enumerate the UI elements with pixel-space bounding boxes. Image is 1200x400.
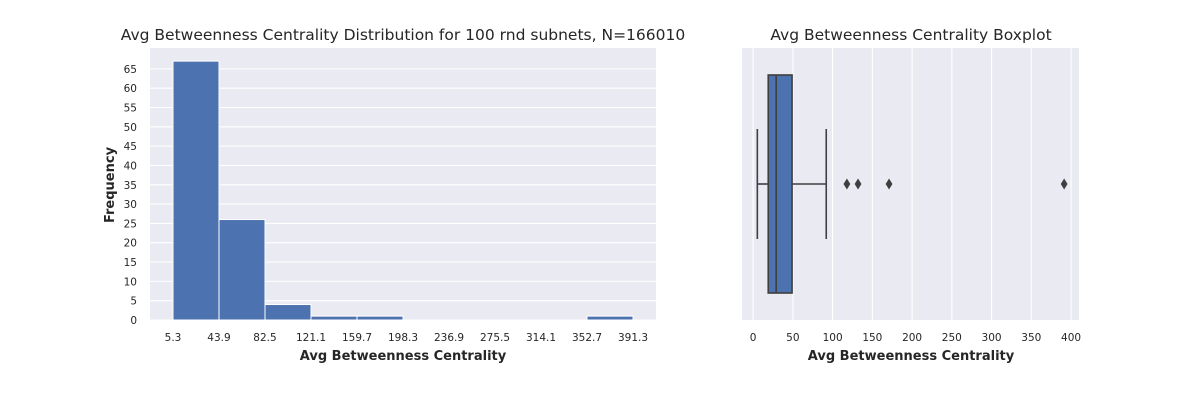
histogram-y-tick-label: 45 [124,141,137,153]
boxplot-body [756,74,1068,294]
histogram-y-tick-label: 65 [124,64,137,76]
boxplot-x-ticks: 0 50 100 150 200 250 300 350 400 [750,332,1081,344]
boxplot-outlier [854,178,862,190]
histogram-title: Avg Betweenness Centrality Distribution … [121,26,685,44]
histogram-y-axis-label: Frequency [103,146,118,223]
histogram-y-tick-label: 10 [124,276,137,288]
boxplot-x-tick-label: 100 [823,332,843,344]
boxplot-x-tick-label: 400 [1061,332,1081,344]
histogram-y-tick-label: 30 [124,199,137,211]
histogram-bar [172,60,220,321]
boxplot-outlier [1060,178,1068,190]
histogram-x-ticks: 5.3 43.9 82.5 121.1 159.7 198.3 236.9 275.5 314.… [165,332,648,344]
histogram-y-tick-label: 40 [124,160,137,172]
boxplot-x-axis-label: Avg Betweenness Centrality [808,349,1015,364]
histogram-y-tick-label: 60 [124,83,137,95]
histogram-x-axis-label: Avg Betweenness Centrality [300,349,507,364]
boxplot-x-tick-label: 200 [902,332,922,344]
histogram-y-tick-label: 50 [124,122,137,134]
histogram-y-tick-label: 15 [124,257,137,269]
histogram-bar [310,315,358,321]
histogram-x-tick-label: 159.7 [342,332,372,344]
histogram-x-tick-label: 5.3 [165,332,182,344]
histogram-x-tick-label: 391.3 [618,332,648,344]
histogram-x-tick-label: 352.7 [572,332,602,344]
histogram-x-tick-label: 236.9 [434,332,464,344]
boxplot-box [767,74,793,294]
boxplot-x-tick-label: 0 [750,332,757,344]
histogram-x-tick-label: 275.5 [480,332,510,344]
histogram-y-tick-label: 55 [124,103,137,115]
boxplot-x-tick-label: 350 [1021,332,1041,344]
histogram-chart: 0 5 10 15 20 25 30 35 40 45 50 55 60 65 5.3 43.9 82.5 12… [103,26,685,364]
histogram-x-tick-label: 314.1 [526,332,556,344]
histogram-y-ticks: 0 5 10 15 20 25 30 35 40 45 50 55 60 65 [124,64,137,327]
boxplot-chart: 0 50 100 150 200 250 300 350 400 Avg Betweenness… [742,26,1081,364]
histogram-bar [586,315,634,321]
histogram-bar [356,315,404,321]
histogram-y-tick-label: 5 [130,296,137,308]
histogram-y-tick-label: 0 [130,315,137,327]
boxplot-x-tick-label: 250 [942,332,962,344]
boxplot-x-tick-label: 300 [982,332,1002,344]
histogram-y-tick-label: 20 [124,238,137,250]
histogram-y-tick-label: 25 [124,218,137,230]
boxplot-x-tick-label: 50 [786,332,799,344]
boxplot-outlier [885,178,893,190]
histogram-x-tick-label: 198.3 [388,332,418,344]
boxplot-x-tick-label: 150 [862,332,882,344]
histogram-y-tick-label: 35 [124,180,137,192]
histogram-bar [264,304,312,321]
boxplot-outlier [843,178,851,190]
histogram-x-tick-label: 82.5 [253,332,276,344]
histogram-bars [172,60,634,321]
histogram-bar [218,219,266,321]
histogram-x-tick-label: 121.1 [296,332,326,344]
boxplot-title: Avg Betweenness Centrality Boxplot [770,26,1051,44]
histogram-x-tick-label: 43.9 [207,332,230,344]
